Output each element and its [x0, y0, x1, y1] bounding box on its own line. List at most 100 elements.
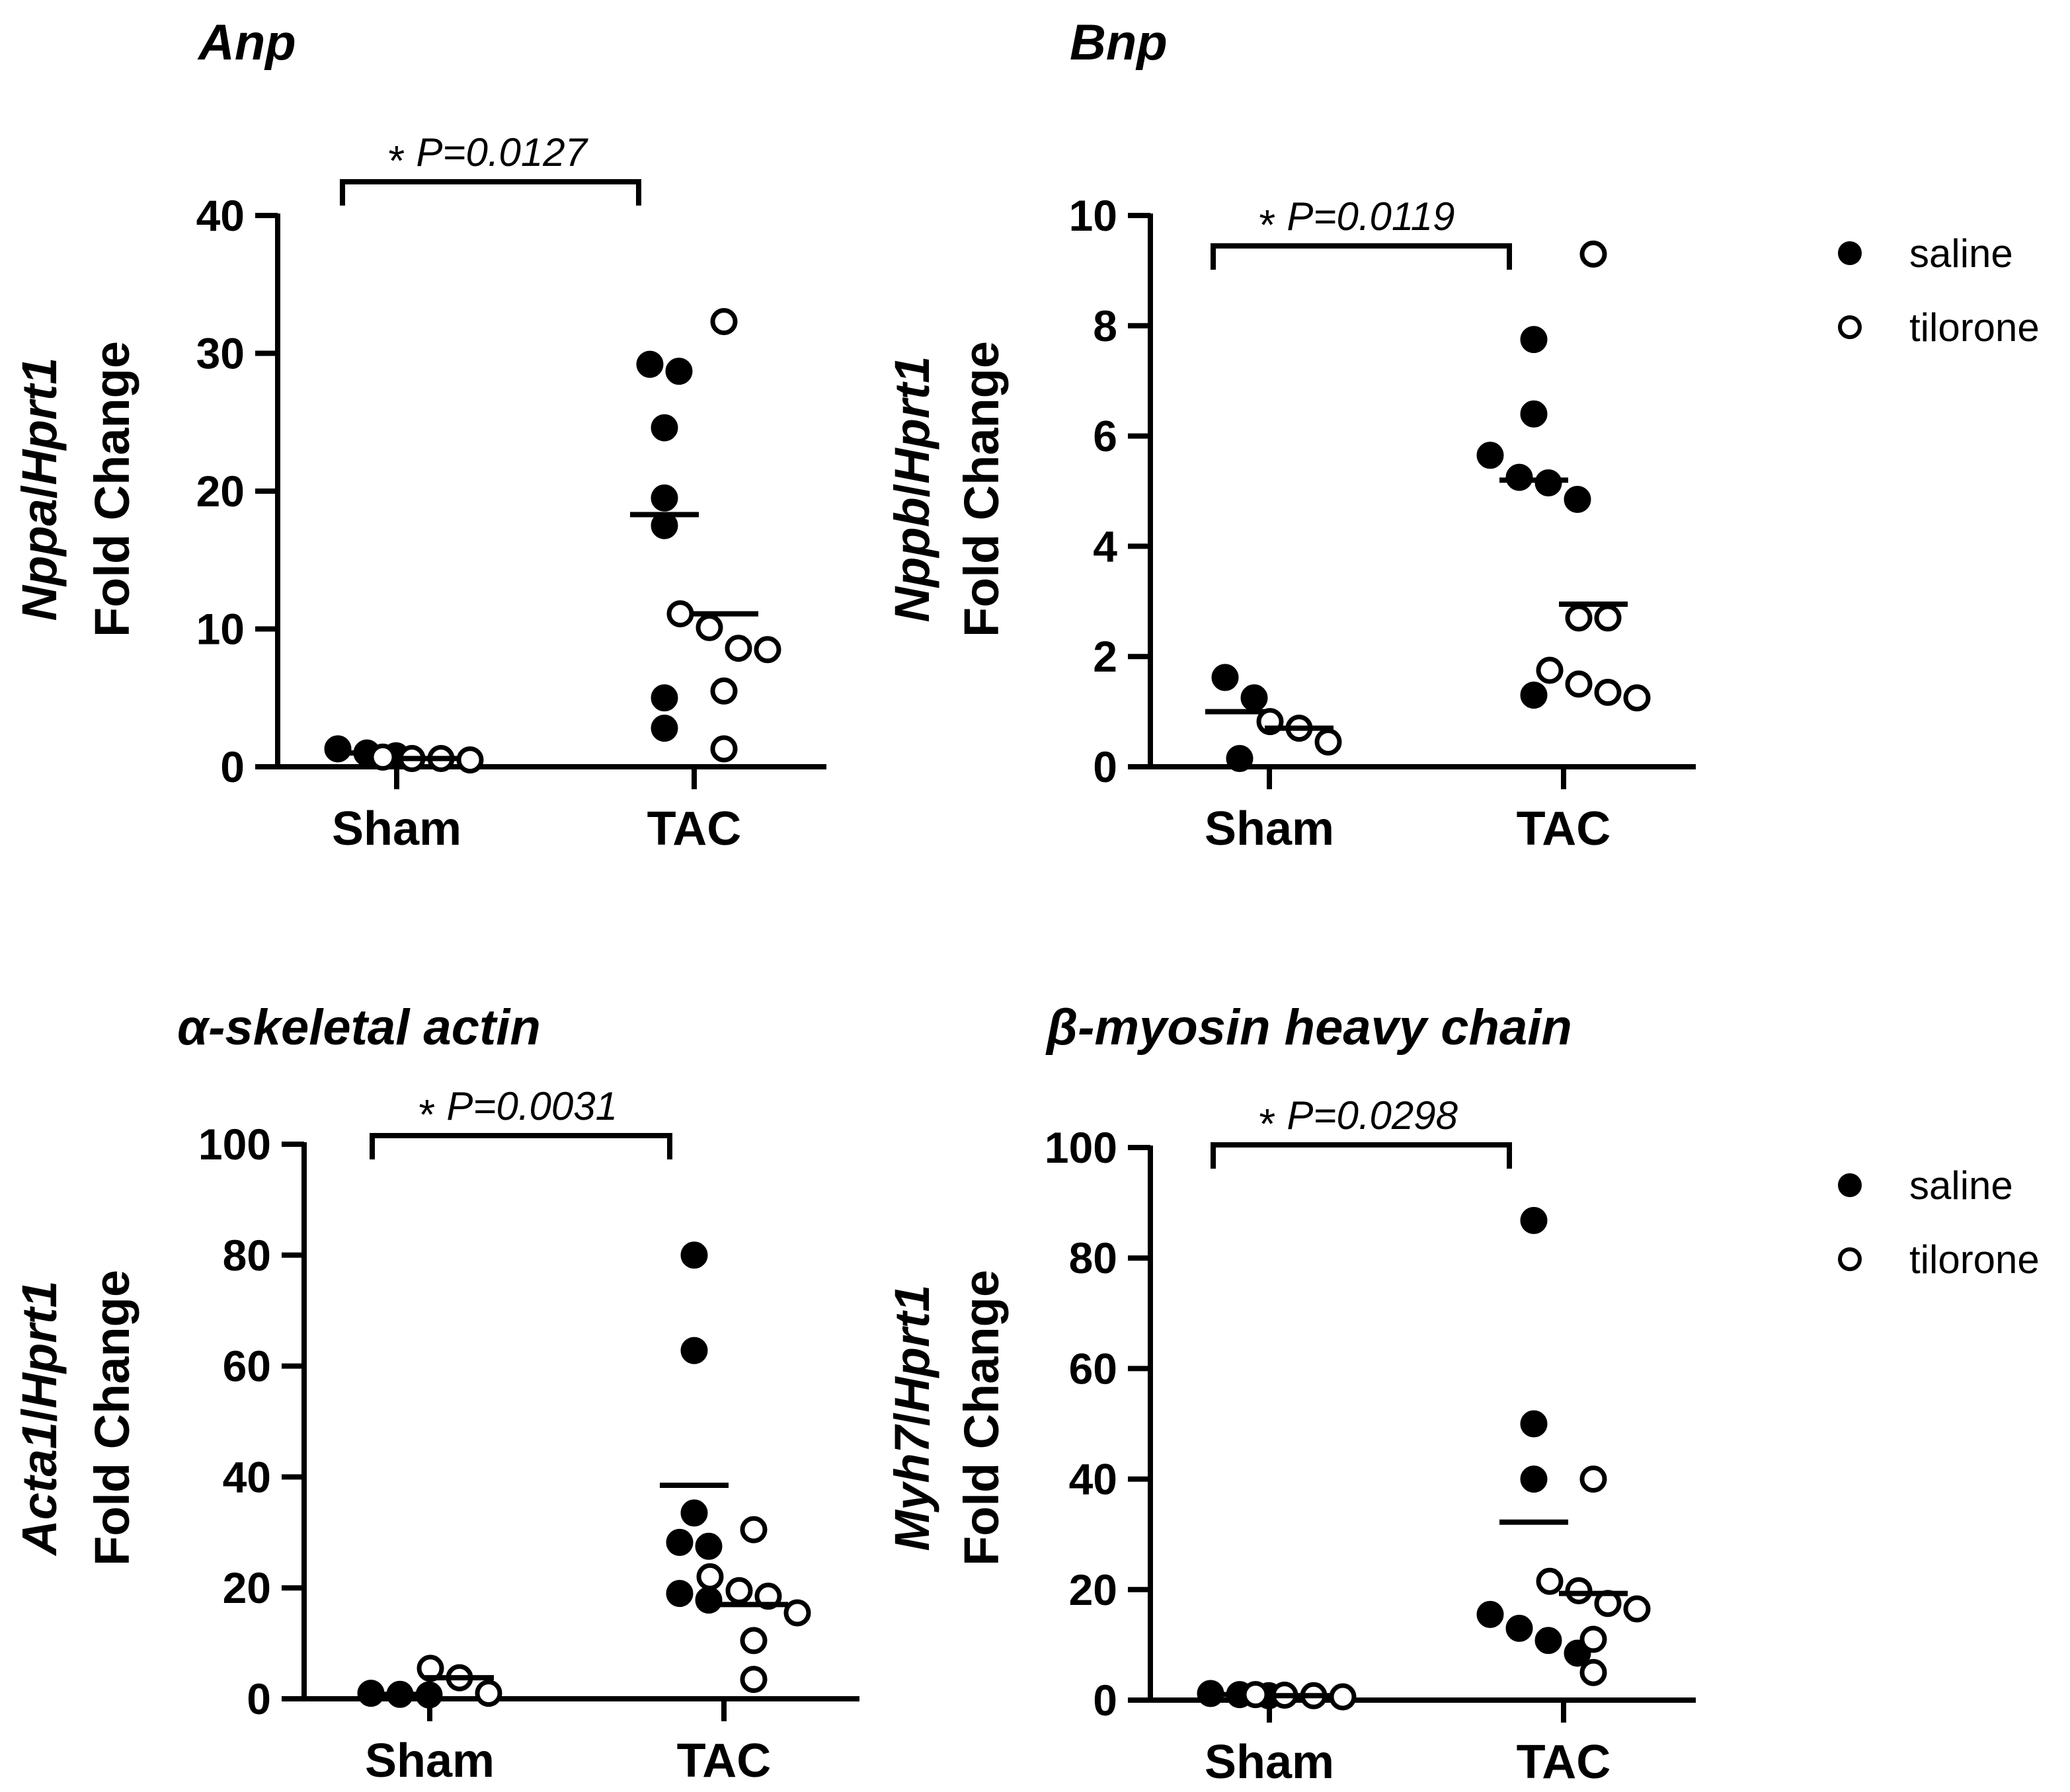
- tilorone-tac-point: [740, 1666, 768, 1694]
- p-value-label: P=0.0119: [1287, 194, 1454, 239]
- tilorone-tac-point: [1565, 1577, 1593, 1604]
- chart-title: β-myosin heavy chain: [1045, 999, 1572, 1056]
- legend-label-saline: saline: [1909, 231, 2013, 276]
- saline-tac-point: [680, 1241, 708, 1269]
- p-value-label: P=0.0298: [1287, 1093, 1458, 1138]
- y-tick-label: 0: [1093, 1676, 1117, 1725]
- tilorone-tac-point: [710, 677, 738, 705]
- y-axis-gene-label: Acta1/Hprt1: [12, 1280, 67, 1556]
- saline-tac-point: [1564, 486, 1591, 514]
- tilorone-tac-point: [783, 1599, 811, 1627]
- tilorone-sham-point: [1314, 728, 1342, 756]
- saline-tac-point: [1520, 400, 1548, 428]
- tilorone-tac-point: [740, 1516, 768, 1543]
- chart-panel-4: β-myosin heavy chain Myh7/Hprt1 Fold Chang…: [885, 999, 1696, 1789]
- saline-tac-point: [695, 1586, 723, 1614]
- saline-tac-point: [636, 350, 664, 378]
- legend-2: saline tilorone: [1838, 1163, 2040, 1282]
- tilorone-tac-point: [740, 1627, 768, 1655]
- legends: saline tilorone saline tilorone: [1838, 231, 2040, 1282]
- saline-tac-point: [651, 414, 678, 442]
- y-tick-label: 0: [247, 1674, 271, 1723]
- significance-star: *: [1259, 1100, 1275, 1148]
- significance-star: *: [1259, 201, 1275, 249]
- saline-tac-point: [1520, 682, 1548, 709]
- significance-bracket: [340, 179, 641, 206]
- significance-bracket: [1211, 243, 1512, 270]
- significance-bracket: [1211, 1142, 1512, 1169]
- chart-title: α-skeletal actin: [177, 999, 541, 1056]
- tilorone-tac-point: [1536, 1567, 1564, 1595]
- y-tick-label: 20: [196, 467, 245, 516]
- tilorone-tac-point: [1565, 604, 1593, 632]
- tilorone-tac-point: [1565, 670, 1593, 698]
- chart-panel-3: α-skeletal actin Acta1/Hprt1 Fold Change 0 2…: [12, 999, 859, 1787]
- tilorone-tac-point: [710, 735, 738, 763]
- saline-tac-point: [1476, 1600, 1504, 1628]
- y-tick-label: 2: [1093, 632, 1117, 681]
- tilorone-tac-point: [1579, 1465, 1607, 1493]
- chart-title: Bnp: [1070, 15, 1168, 71]
- saline-tac-point: [680, 1499, 708, 1527]
- tilorone-tac-point: [1594, 678, 1622, 706]
- saline-tac-point: [651, 512, 678, 539]
- tilorone-tac-point: [696, 613, 723, 641]
- y-axis-gene-label: Myh7/Hprt1: [885, 1285, 939, 1551]
- legend-marker-saline: [1838, 1173, 1862, 1197]
- y-tick-label: 60: [223, 1342, 271, 1391]
- tilorone-tac-point: [1536, 656, 1564, 684]
- tilorone-tac-point: [1579, 1658, 1607, 1686]
- tilorone-tac-point: [725, 1577, 753, 1604]
- legend-label-saline: saline: [1909, 1163, 2013, 1208]
- chart-title: Anp: [197, 15, 296, 71]
- y-tick-label: 80: [1069, 1233, 1117, 1282]
- tilorone-tac-point: [754, 636, 781, 664]
- legend-label-tilorone: tilorone: [1909, 305, 2040, 350]
- tilorone-sham-point: [1242, 1681, 1269, 1709]
- saline-tac-point: [666, 1528, 694, 1556]
- y-tick-label: 40: [1069, 1455, 1117, 1504]
- saline-sham-point: [1226, 744, 1254, 772]
- saline-sham-point: [324, 735, 352, 763]
- y-tick-label: 8: [1093, 301, 1117, 350]
- saline-tac-point: [1520, 1410, 1548, 1438]
- y-tick-label: 40: [223, 1452, 271, 1501]
- tilorone-tac-point: [666, 600, 694, 628]
- tilorone-tac-point: [710, 308, 738, 336]
- y-axis-gene-label: Nppb/Hprt1: [885, 356, 939, 623]
- significance-star: *: [418, 1091, 435, 1138]
- saline-tac-point: [651, 484, 678, 512]
- tilorone-tac-point: [725, 635, 752, 662]
- y-axis-label: Fold Change: [954, 1270, 1009, 1566]
- tilorone-sham-point: [456, 746, 484, 774]
- tilorone-sham-point: [1329, 1683, 1357, 1711]
- tilorone-sham-point: [475, 1680, 502, 1707]
- x-tick-label: TAC: [1517, 802, 1611, 855]
- saline-tac-point: [695, 1532, 723, 1560]
- tilorone-tac-point: [1623, 1595, 1651, 1623]
- saline-sham-point: [1211, 664, 1239, 691]
- tilorone-sham-point: [369, 743, 397, 771]
- saline-tac-point: [1520, 326, 1548, 354]
- chart-panel-1: Anp Nppa/Hprt1 Fold Change 0 10 20 30 40 Sham TAC…: [12, 15, 826, 855]
- saline-tac-point: [665, 358, 693, 385]
- saline-tac-point: [1505, 1614, 1533, 1642]
- y-tick-label: 100: [198, 1120, 271, 1169]
- y-tick-label: 6: [1093, 412, 1117, 461]
- y-tick-label: 100: [1045, 1123, 1117, 1172]
- saline-tac-point: [1476, 442, 1504, 469]
- p-value-label: P=0.0127: [416, 130, 588, 175]
- y-tick-label: 20: [1069, 1565, 1117, 1614]
- p-value-label: P=0.0031: [446, 1084, 617, 1128]
- y-tick-label: 4: [1093, 522, 1117, 570]
- saline-tac-point: [1505, 463, 1533, 491]
- y-tick-label: 0: [220, 742, 245, 791]
- saline-tac-point: [1520, 1465, 1548, 1493]
- tilorone-tac-point: [696, 1563, 724, 1590]
- x-tick-label: Sham: [332, 802, 461, 855]
- x-tick-label: Sham: [365, 1734, 495, 1787]
- y-tick-label: 0: [1093, 742, 1117, 791]
- y-tick-label: 80: [223, 1231, 271, 1280]
